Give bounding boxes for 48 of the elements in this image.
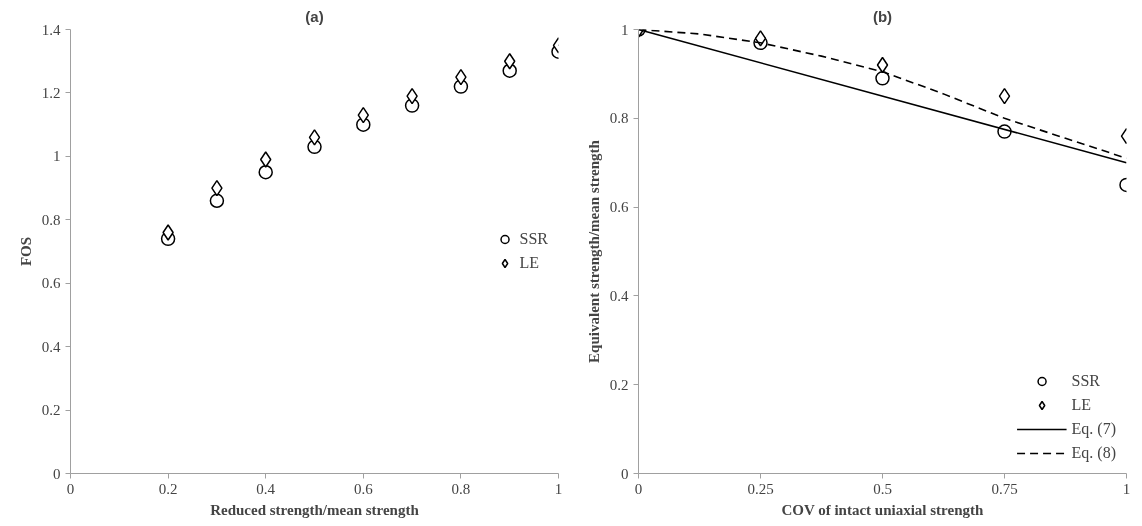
y-axis-title: Equivalent strength/mean strength [585, 139, 602, 363]
x-tick-label: 0.8 [451, 480, 471, 497]
y-tick-label: 0.4 [609, 287, 629, 304]
x-tick-label: 0 [66, 480, 75, 497]
x-tick-label: 1 [554, 480, 563, 497]
y-tick-label: 0.4 [41, 338, 61, 355]
point [876, 56, 889, 74]
x-tick-label: 0.6 [353, 480, 374, 497]
y-tick-label: 0.6 [609, 199, 629, 216]
x-tick-label: 0.4 [256, 480, 276, 497]
x-tick-label: 0.25 [747, 480, 774, 497]
y-tick-label: 1.4 [41, 21, 61, 38]
x-axis-title: Reduced strength/mean strength [210, 501, 420, 518]
point [875, 71, 890, 86]
y-tick-label: 0.2 [609, 376, 629, 393]
x-tick-label: 0.5 [873, 480, 892, 497]
point [308, 129, 321, 146]
point [162, 224, 174, 241]
x-tick-label: 0.75 [991, 480, 1018, 497]
y-tick-label: 0.8 [609, 110, 629, 127]
x-tick-label: 0 [634, 480, 643, 497]
y-tick-label: 1.2 [41, 84, 61, 101]
legend-label: Eq. (8) [1071, 444, 1116, 462]
point [998, 87, 1011, 105]
y-tick-label: 0.2 [41, 402, 61, 419]
y-tick-label: 1 [53, 148, 61, 165]
y-axis-title: FOS [17, 236, 34, 267]
x-tick-label: 1 [1122, 480, 1131, 497]
x-tick-label: 0.2 [158, 480, 178, 497]
y-tick-label: 0 [53, 465, 61, 482]
point [503, 52, 516, 70]
y-tick-label: 0.8 [41, 211, 61, 228]
point [357, 106, 370, 124]
y-tick-label: 1 [621, 21, 629, 38]
point [259, 151, 272, 168]
point [754, 30, 767, 47]
point [258, 164, 273, 180]
legend-label: SSR [519, 230, 548, 248]
legend-label: Eq. (7) [1071, 420, 1116, 438]
x-axis-title: COV of intact uniaxial strength [781, 501, 984, 518]
legend-label: SSR [1071, 372, 1101, 390]
y-tick-label: 0.6 [41, 275, 61, 292]
chart-title: (b) [872, 7, 893, 25]
legend-label: LE [1071, 396, 1092, 414]
legend-label: LE [519, 254, 540, 272]
y-tick-label: 0 [621, 465, 629, 482]
point [209, 193, 225, 208]
chart-title: (a) [305, 7, 324, 25]
